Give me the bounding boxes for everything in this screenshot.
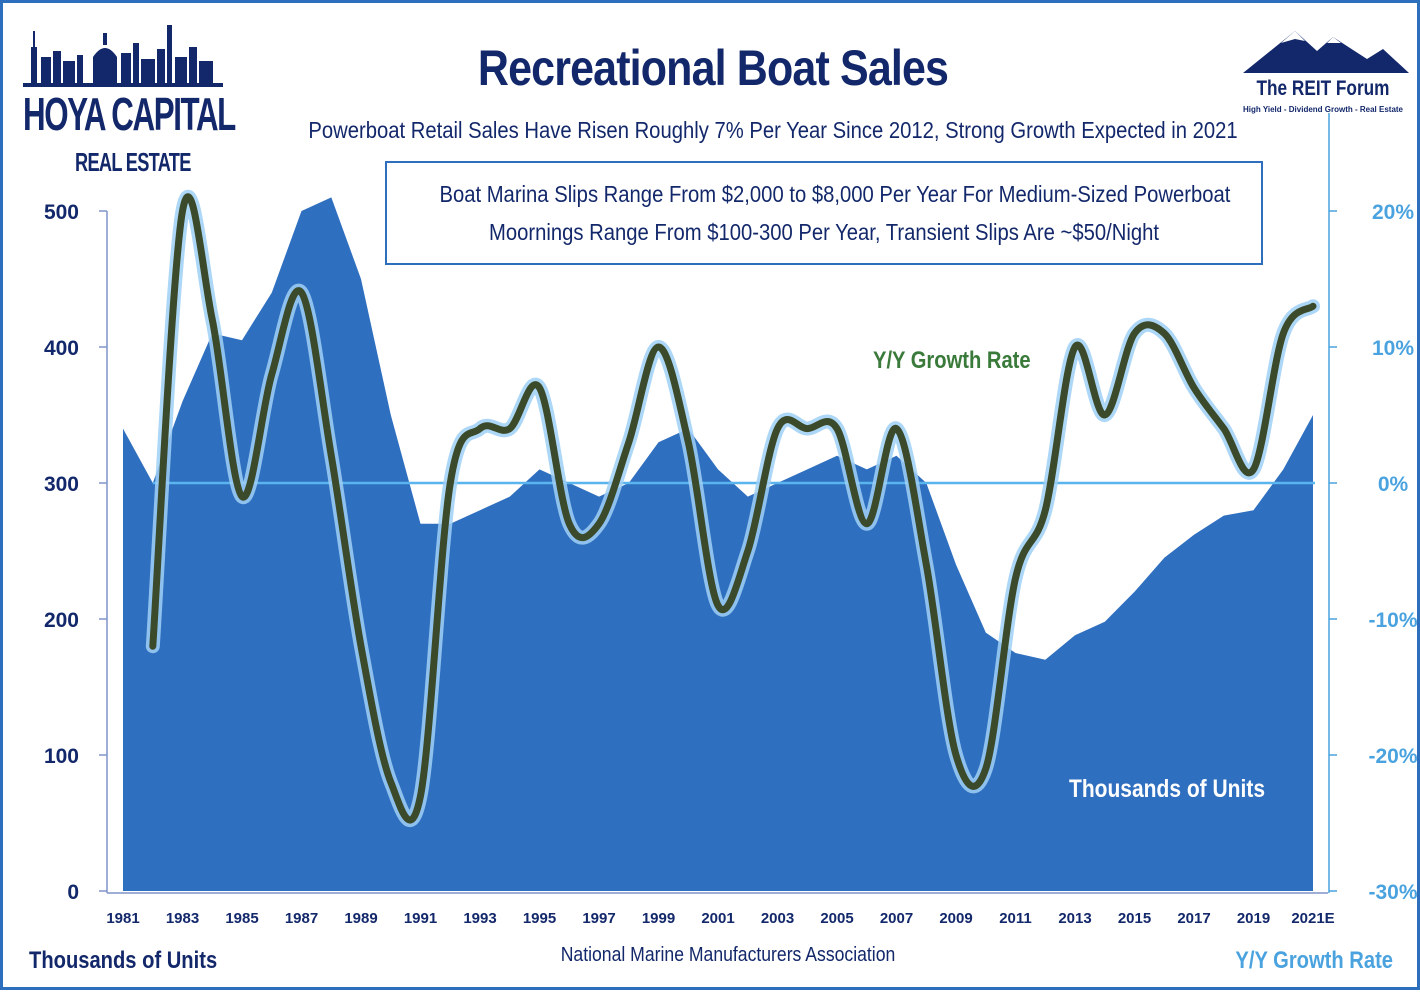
x-tick-label: 2015 <box>1118 910 1151 927</box>
x-tick-label: 2007 <box>880 910 913 927</box>
x-tick-label: 1993 <box>463 910 496 927</box>
annotation-line-2: Moornings Range From $100-300 Per Year, … <box>439 219 1208 246</box>
logo-left-name: HOYA CAPITAL <box>23 87 159 141</box>
logo-right-name: The REIT Forum <box>1249 77 1397 101</box>
chart-title: Recreational Boat Sales <box>360 39 1065 97</box>
x-tick-label: 2019 <box>1237 910 1270 927</box>
left-axis-title: Thousands of Units <box>29 947 217 975</box>
x-tick-label: 1997 <box>582 910 615 927</box>
x-tick-label: 1985 <box>225 910 258 927</box>
chart-subtitle: Powerboat Retail Sales Have Risen Roughl… <box>307 117 1240 144</box>
right-tick-label: 10% <box>1372 337 1414 360</box>
right-tick-label: 20% <box>1372 201 1414 224</box>
x-tick-label: 1981 <box>106 910 139 927</box>
x-tick-label: 1999 <box>642 910 675 927</box>
left-tick-label: 200 <box>44 609 79 632</box>
right-tick-label: -20% <box>1368 745 1417 768</box>
logo-right-tagline: High Yield - Dividend Growth - Real Esta… <box>1223 105 1420 114</box>
x-tick-label: 1991 <box>404 910 437 927</box>
left-tick-label: 100 <box>44 745 79 768</box>
x-tick-label: 2021E <box>1291 910 1334 927</box>
x-tick-label: 1983 <box>166 910 199 927</box>
x-tick-label: 2001 <box>701 910 734 927</box>
x-tick-label: 1989 <box>344 910 377 927</box>
annotation-box: Boat Marina Slips Range From $2,000 to $… <box>385 161 1263 265</box>
reit-forum-logo: The REIT Forum High Yield - Dividend Gro… <box>1233 25 1413 121</box>
annotation-line-1: Boat Marina Slips Range From $2,000 to $… <box>439 181 1208 208</box>
right-tick-label: 0% <box>1378 473 1409 496</box>
right-tick-label: -10% <box>1368 609 1417 632</box>
source-note: National Marine Manufacturers Associatio… <box>495 944 961 967</box>
x-tick-label: 2003 <box>761 910 794 927</box>
logo-left-subtitle: REAL ESTATE <box>75 147 159 178</box>
left-tick-label: 300 <box>44 473 79 496</box>
x-tick-label: 1995 <box>523 910 556 927</box>
growth-series-label: Y/Y Growth Rate <box>873 347 1031 375</box>
x-tick-label: 1987 <box>285 910 318 927</box>
x-tick-label: 2011 <box>999 910 1032 927</box>
units-series-label: Thousands of Units <box>1069 775 1265 804</box>
x-tick-label: 2017 <box>1177 910 1210 927</box>
left-tick-label: 0 <box>67 881 79 904</box>
left-tick-label: 400 <box>44 337 79 360</box>
skyline-icon <box>23 17 223 89</box>
x-tick-label: 2005 <box>820 910 853 927</box>
right-axis-title: Y/Y Growth Rate <box>1217 947 1393 975</box>
hoya-capital-logo: HOYA CAPITAL REAL ESTATE <box>23 17 223 177</box>
x-tick-label: 2013 <box>1058 910 1091 927</box>
left-tick-label: 500 <box>44 201 79 224</box>
x-tick-label: 2009 <box>939 910 972 927</box>
mountain-icon <box>1233 25 1413 77</box>
right-tick-label: -30% <box>1368 881 1417 904</box>
